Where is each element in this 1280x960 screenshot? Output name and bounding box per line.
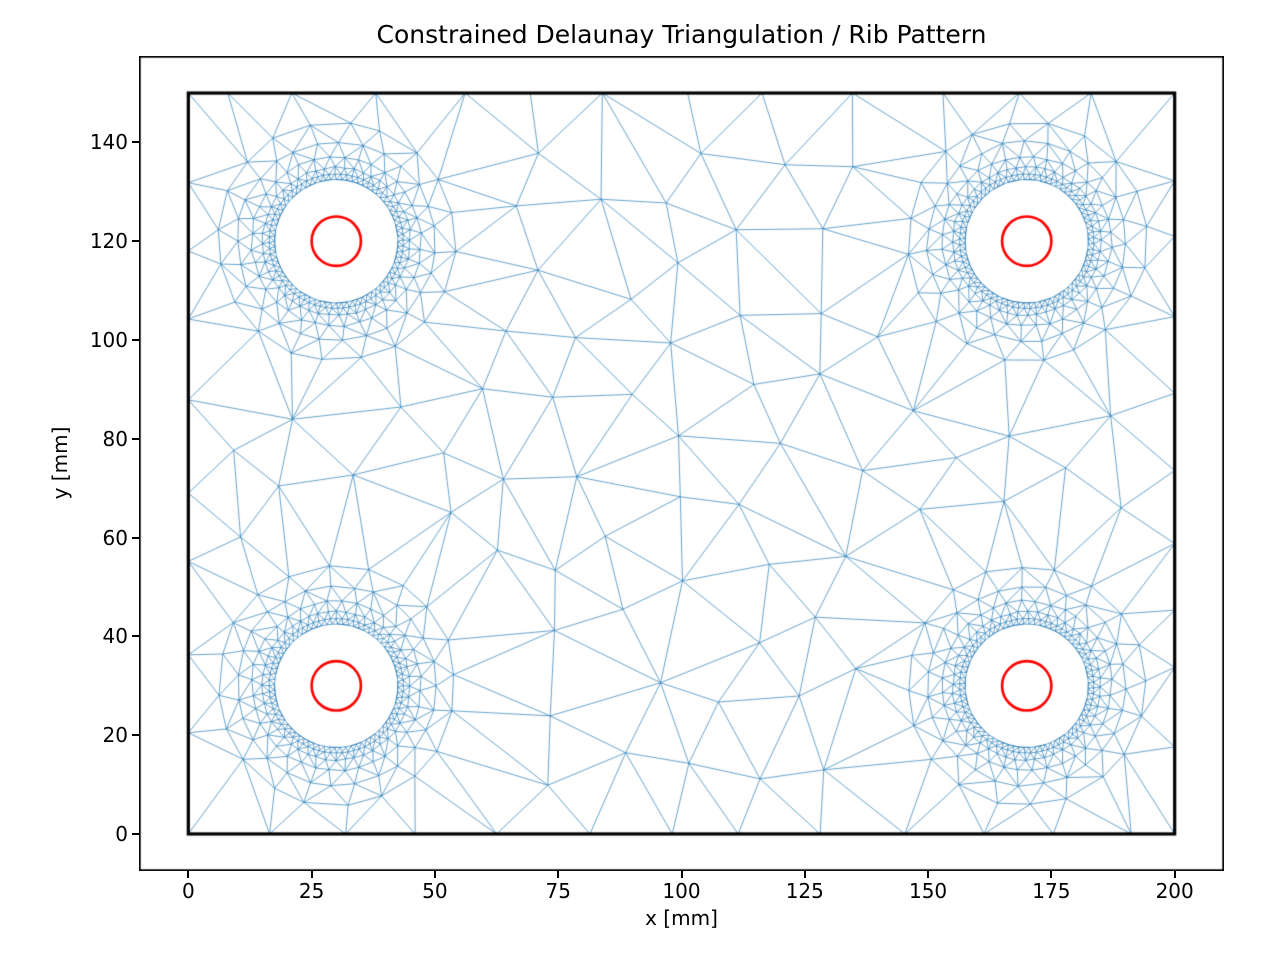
- y-tick-mark: [132, 832, 139, 835]
- x-tick-label: 100: [662, 879, 701, 903]
- y-tick-label: 100: [89, 328, 128, 352]
- x-tick-mark: [1050, 871, 1053, 878]
- y-tick-mark: [132, 437, 139, 440]
- x-axis-label: x [mm]: [645, 906, 718, 930]
- y-tick-label: 120: [89, 229, 128, 254]
- x-tick-label: 200: [1155, 879, 1194, 903]
- y-tick-mark: [132, 734, 139, 737]
- y-tick-mark: [132, 141, 139, 144]
- y-tick-mark: [132, 536, 139, 539]
- y-tick-label: 60: [102, 525, 128, 550]
- x-tick-label: 150: [908, 879, 948, 903]
- y-tick-mark: [132, 240, 139, 243]
- x-tick-mark: [557, 871, 560, 878]
- x-tick-mark: [1173, 871, 1176, 878]
- plot-canvas: [139, 56, 1224, 871]
- x-tick-mark: [803, 871, 806, 878]
- x-tick-mark: [187, 871, 190, 878]
- y-tick-mark: [132, 635, 139, 638]
- x-tick-label: 175: [1032, 879, 1071, 903]
- x-tick-mark: [310, 871, 313, 878]
- y-tick-label: 80: [102, 426, 128, 451]
- x-tick-label: 25: [298, 879, 325, 903]
- chart-title: Constrained Delaunay Triangulation / Rib…: [376, 20, 987, 49]
- y-tick-label: 0: [115, 821, 128, 846]
- y-tick-label: 20: [102, 723, 128, 748]
- y-tick-label: 140: [89, 130, 128, 155]
- x-tick-mark: [433, 871, 436, 878]
- x-tick-label: 50: [422, 879, 448, 903]
- y-tick-label: 40: [102, 624, 128, 649]
- x-tick-label: 125: [785, 879, 824, 903]
- x-tick-label: 0: [181, 879, 195, 903]
- x-tick-mark: [927, 871, 930, 878]
- y-tick-mark: [132, 339, 139, 341]
- x-tick-label: 75: [545, 879, 571, 903]
- x-tick-mark: [680, 871, 683, 878]
